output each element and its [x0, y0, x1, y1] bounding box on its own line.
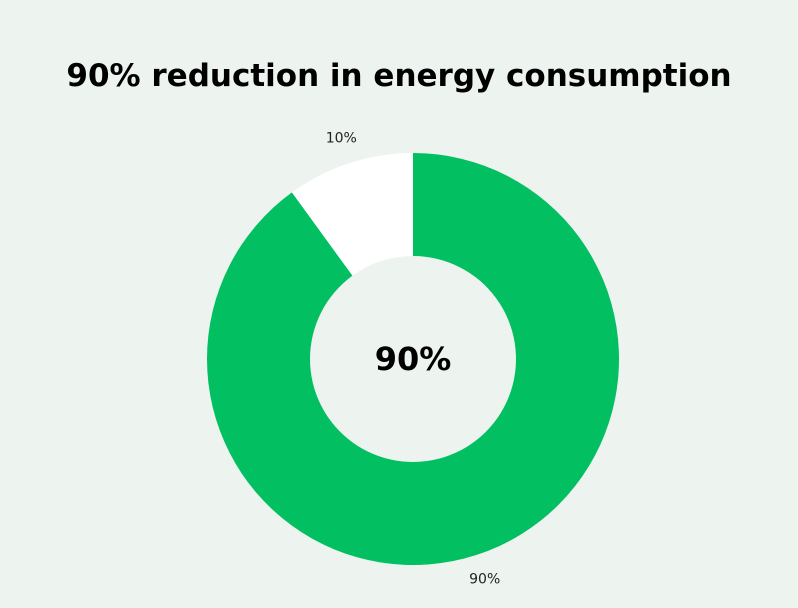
donut-slice-0 [207, 153, 620, 565]
slice-label-1: 10% [326, 130, 357, 146]
slice-label-0: 90% [469, 572, 500, 588]
center-label: 90% [375, 340, 452, 378]
slice-group [207, 153, 620, 565]
chart-title: 90% reduction in energy consumption [66, 58, 732, 94]
slice-label-group: 90% 10% [326, 130, 501, 587]
donut-slice-1 [291, 153, 413, 276]
